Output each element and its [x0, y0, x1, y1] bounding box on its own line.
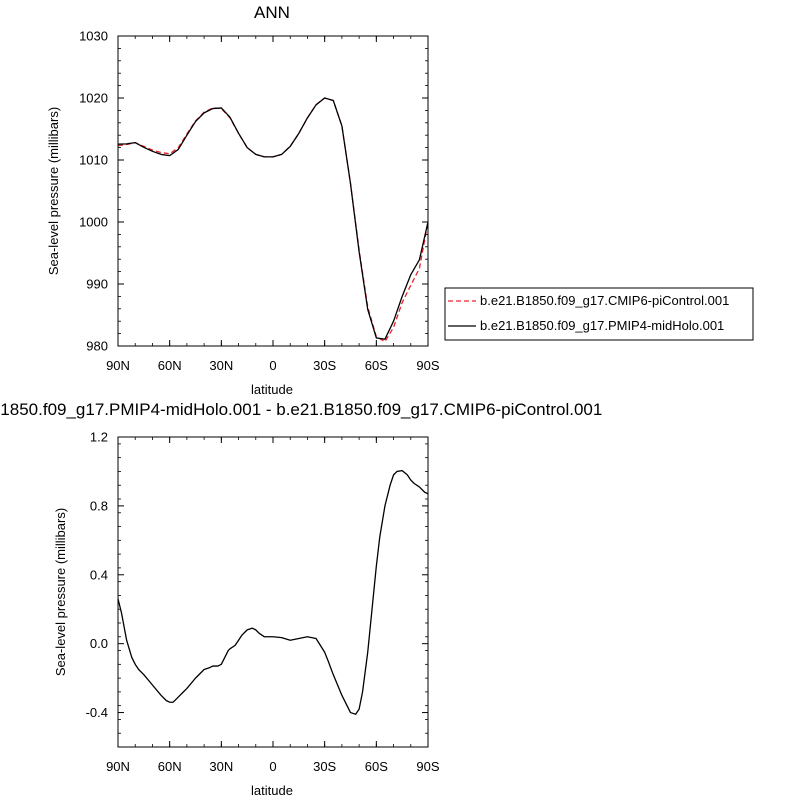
bottom-x-tick-label: 90N [106, 759, 130, 774]
bottom-x-tick-label: 0 [269, 759, 276, 774]
bottom-y-tick-label: 1.2 [90, 430, 108, 445]
top-x-axis-label: latitude [251, 382, 293, 397]
top-y-tick-label: 980 [86, 339, 108, 354]
top-y-tick-label: 990 [86, 277, 108, 292]
bottom-x-axis-label: latitude [251, 783, 293, 798]
bottom-y-tick-label: 0.8 [90, 498, 108, 513]
bottom-x-tick-label: 30S [313, 759, 336, 774]
bottom-y-tick-label: 0.4 [90, 567, 108, 582]
top-y-tick-label: 1000 [79, 215, 108, 230]
bottom-x-tick-label: 60S [365, 759, 388, 774]
top-series-line-1 [117, 97, 429, 340]
bottom-chart: b.e21.B1850.f09_g17.PMIP4-midHolo.001 - … [0, 400, 602, 798]
bottom-y-axis-label: Sea-level pressure (millibars) [53, 508, 68, 676]
top-y-tick-label: 1010 [79, 153, 108, 168]
top-x-ticks: 90N 60N 30N 0 30S 60S 90S [106, 36, 440, 373]
bottom-x-ticks: 90N 60N 30N 0 30S 60S 90S [106, 437, 440, 774]
bottom-y-ticks: -0.4 0.0 0.4 0.8 1.2 [86, 430, 428, 748]
top-x-tick-label: 90S [416, 358, 439, 373]
bottom-chart-title: b.e21.B1850.f09_g17.PMIP4-midHolo.001 - … [0, 400, 602, 419]
top-x-tick-label: 90N [106, 358, 130, 373]
bottom-plot-frame [117, 436, 429, 748]
top-x-tick-label: 0 [269, 358, 276, 373]
bottom-series-line-0 [117, 469, 429, 715]
legend-entry-picontrol: b.e21.B1850.f09_g17.CMIP6-piControl.001 [448, 293, 729, 308]
top-y-ticks: 980 990 1000 1010 1020 1030 [79, 29, 428, 354]
top-x-tick-label: 30N [209, 358, 233, 373]
top-y-tick-label: 1030 [79, 29, 108, 44]
top-x-tick-label: 60N [158, 358, 182, 373]
bottom-y-tick-label: 0.0 [90, 636, 108, 651]
top-plot-frame [117, 35, 429, 347]
legend-box [444, 287, 754, 341]
bottom-x-tick-label: 60N [158, 759, 182, 774]
legend-entry-midholo: b.e21.B1850.f09_g17.PMIP4-midHolo.001 [448, 318, 724, 333]
legend-label-midholo: b.e21.B1850.f09_g17.PMIP4-midHolo.001 [480, 318, 724, 333]
bottom-series-layer [117, 469, 429, 715]
top-series-line-0 [117, 97, 429, 343]
top-chart-title: ANN [254, 3, 290, 22]
top-x-tick-label: 60S [365, 358, 388, 373]
bottom-x-tick-label: 30N [209, 759, 233, 774]
legend: b.e21.B1850.f09_g17.CMIP6-piControl.001 … [444, 287, 754, 341]
top-x-tick-label: 30S [313, 358, 336, 373]
legend-label-picontrol: b.e21.B1850.f09_g17.CMIP6-piControl.001 [480, 293, 729, 308]
top-chart: ANN 980 990 1000 1010 1020 1030 90N 60N 30N 0 30S… [46, 3, 754, 397]
top-y-tick-label: 1020 [79, 91, 108, 106]
bottom-y-tick-label: -0.4 [86, 705, 108, 720]
top-series-layer [117, 97, 429, 343]
top-y-axis-label: Sea-level pressure (millibars) [46, 107, 61, 275]
bottom-x-tick-label: 90S [416, 759, 439, 774]
